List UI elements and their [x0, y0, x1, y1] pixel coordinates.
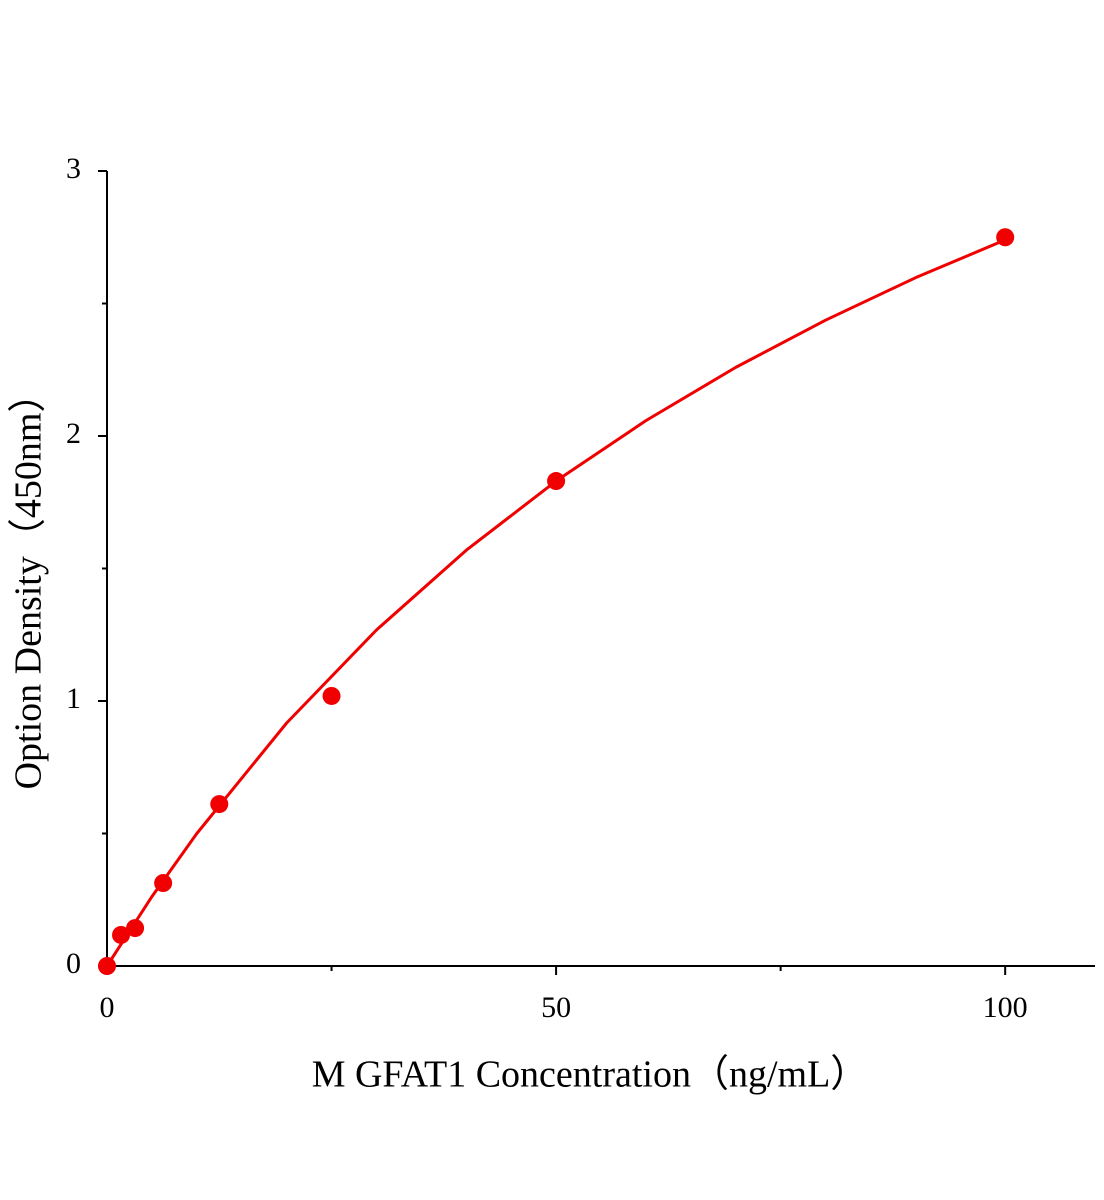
y-tick-label: 3	[66, 152, 81, 185]
y-tick-label: 1	[66, 682, 81, 715]
x-tick-label: 50	[541, 991, 571, 1024]
data-point	[322, 686, 341, 705]
x-tick-label: 0	[100, 991, 115, 1024]
x-axis-label: M GFAT1 Concentration（ng/mL）	[312, 1054, 869, 1096]
data-point	[154, 874, 173, 893]
data-point	[996, 228, 1015, 247]
data-point	[112, 925, 131, 944]
y-tick-label: 2	[66, 417, 81, 450]
fit-curve	[105, 238, 1006, 967]
y-tick-label: 0	[66, 947, 81, 980]
data-point	[98, 957, 116, 975]
x-tick-label: 100	[983, 991, 1028, 1024]
data-point	[547, 472, 566, 491]
y-axis-label: Option Density（450nm）	[8, 375, 50, 790]
data-point	[210, 795, 229, 814]
data-point	[126, 919, 145, 938]
